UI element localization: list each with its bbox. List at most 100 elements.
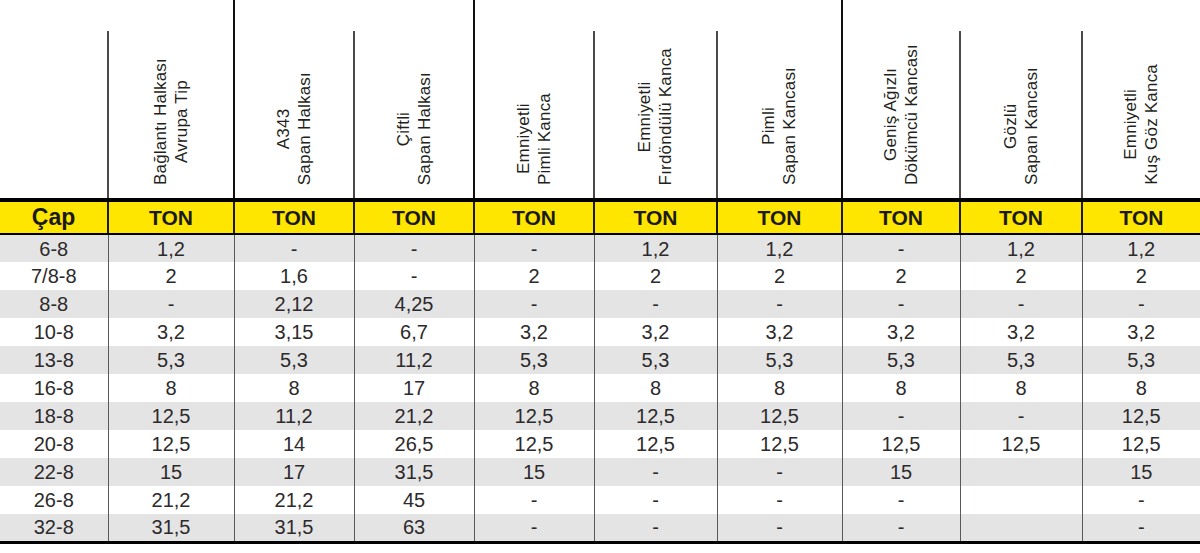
capacity-cell: 3,2 [842, 318, 960, 346]
capacity-cell: 2 [1082, 262, 1200, 290]
capacity-cell: - [842, 290, 960, 318]
column-header-label: A343Sapan Halkası [273, 72, 316, 185]
capacity-cell: 12,5 [108, 430, 234, 458]
table-row: 26-821,221,245----- [0, 486, 1200, 514]
ton-header-cell: TON [474, 200, 594, 234]
diameter-cell: 13-8 [0, 346, 108, 374]
capacity-cell: - [474, 234, 594, 262]
capacity-cell: 1,2 [594, 234, 717, 262]
column-header-label: EmniyetliKuş Göz Kanca [1120, 64, 1163, 185]
capacity-cell [960, 514, 1082, 542]
capacity-cell: 2 [960, 262, 1082, 290]
column-header-label: Bağlantı HalkasıAvrupa Tip [150, 58, 193, 185]
capacity-cell: 21,2 [354, 402, 474, 430]
capacity-cell: 26,5 [354, 430, 474, 458]
capacity-cell: - [717, 458, 842, 486]
capacity-cell: 21,2 [234, 486, 354, 514]
diameter-cell: 18-8 [0, 402, 108, 430]
capacity-cell: 12,5 [474, 430, 594, 458]
capacity-cell: 5,3 [842, 346, 960, 374]
capacity-cell: 15 [108, 458, 234, 486]
capacity-cell: 3,15 [234, 318, 354, 346]
capacity-cell: - [842, 486, 960, 514]
table-row: 6-81,2---1,21,2-1,21,2 [0, 234, 1200, 262]
capacity-cell: - [1082, 514, 1200, 542]
capacity-cell: 8 [842, 374, 960, 402]
capacity-cell: 8 [594, 374, 717, 402]
diameter-cell: 10-8 [0, 318, 108, 346]
capacity-cell: - [108, 290, 234, 318]
ton-header-row: Çap TONTONTONTONTONTONTONTONTON [0, 200, 1200, 234]
capacity-cell: 31,5 [234, 514, 354, 542]
table-row: 10-83,23,156,73,23,23,23,23,23,2 [0, 318, 1200, 346]
capacity-cell: 12,5 [717, 402, 842, 430]
column-header-label: PimliSapan Kancası [758, 67, 801, 185]
capacity-cell: - [717, 486, 842, 514]
table-row: 7/8-821,6-222222 [0, 262, 1200, 290]
column-header-baglanti-halkasi: Bağlantı HalkasıAvrupa Tip [108, 0, 234, 200]
capacity-cell: 31,5 [354, 458, 474, 486]
column-header-ciftli-sapan-halkasi: ÇiftliSapan Halkası [354, 0, 474, 200]
capacity-cell: - [1082, 486, 1200, 514]
capacity-cell: 63 [354, 514, 474, 542]
cap-header-spacer [0, 0, 108, 200]
capacity-cell: 3,2 [594, 318, 717, 346]
diameter-cell: 8-8 [0, 290, 108, 318]
column-header-pimli-sapan-kancasi: PimliSapan Kancası [717, 0, 842, 200]
capacity-cell [960, 486, 1082, 514]
column-header-emniyetli-kus-goz-kanca: EmniyetliKuş Göz Kanca [1082, 0, 1200, 200]
capacity-cell: 8 [717, 374, 842, 402]
capacity-cell: - [842, 402, 960, 430]
capacity-cell: 2 [842, 262, 960, 290]
capacity-cell: 3,2 [1082, 318, 1200, 346]
capacity-cell: - [594, 486, 717, 514]
column-header-label: ÇiftliSapan Halkası [393, 72, 436, 185]
table-row: 18-812,511,221,212,512,512,5--12,5 [0, 402, 1200, 430]
diameter-cell: 16-8 [0, 374, 108, 402]
ton-header-cell: TON [717, 200, 842, 234]
capacity-cell: 14 [234, 430, 354, 458]
capacity-cell: 2 [594, 262, 717, 290]
capacity-cell: 12,5 [1082, 430, 1200, 458]
capacity-cell: 45 [354, 486, 474, 514]
capacity-cell: 12,5 [960, 430, 1082, 458]
capacity-cell: 4,25 [354, 290, 474, 318]
capacity-cell: 12,5 [1082, 402, 1200, 430]
table-row: 20-812,51426,512,512,512,512,512,512,5 [0, 430, 1200, 458]
capacity-cell: 12,5 [594, 402, 717, 430]
capacity-cell: 2 [474, 262, 594, 290]
capacity-cell: 5,3 [108, 346, 234, 374]
capacity-cell: 12,5 [842, 430, 960, 458]
capacity-cell: - [354, 262, 474, 290]
ton-header-cell: TON [594, 200, 717, 234]
capacity-cell: 8 [960, 374, 1082, 402]
capacity-cell: 6,7 [354, 318, 474, 346]
capacity-cell: - [717, 514, 842, 542]
ton-header-cell: TON [108, 200, 234, 234]
column-header-label: Geniş AğızlıDökümcü Kancası [880, 44, 923, 185]
column-header-emniyetli-pimli-kanca: EmniyetliPimli Kanca [474, 0, 594, 200]
capacity-cell: 1,2 [717, 234, 842, 262]
capacity-cell: 11,2 [354, 346, 474, 374]
column-header-gozlu-sapan-kancasi: GözlüSapan Kancası [960, 0, 1082, 200]
capacity-cell [960, 458, 1082, 486]
capacity-cell: - [717, 290, 842, 318]
load-capacity-table: Bağlantı HalkasıAvrupa Tip A343Sapan Hal… [0, 0, 1200, 544]
capacity-cell: - [354, 234, 474, 262]
table-row: 22-8151731,515--1515 [0, 458, 1200, 486]
diameter-cell: 6-8 [0, 234, 108, 262]
cap-header-cell: Çap [0, 200, 108, 234]
capacity-cell: 31,5 [108, 514, 234, 542]
diameter-cell: 22-8 [0, 458, 108, 486]
product-header-row: Bağlantı HalkasıAvrupa Tip A343Sapan Hal… [0, 0, 1200, 200]
capacity-cell: - [474, 486, 594, 514]
column-header-genis-agizli-dokumcu-kancasi: Geniş AğızlıDökümcü Kancası [842, 0, 960, 200]
capacity-cell: 8 [1082, 374, 1200, 402]
column-header-label: GözlüSapan Kancası [1000, 67, 1043, 185]
capacity-cell: 2,12 [234, 290, 354, 318]
ton-header-cell: TON [842, 200, 960, 234]
capacity-cell: 5,3 [960, 346, 1082, 374]
capacity-cell: - [960, 402, 1082, 430]
capacity-cell: - [1082, 290, 1200, 318]
capacity-cell: 5,3 [234, 346, 354, 374]
